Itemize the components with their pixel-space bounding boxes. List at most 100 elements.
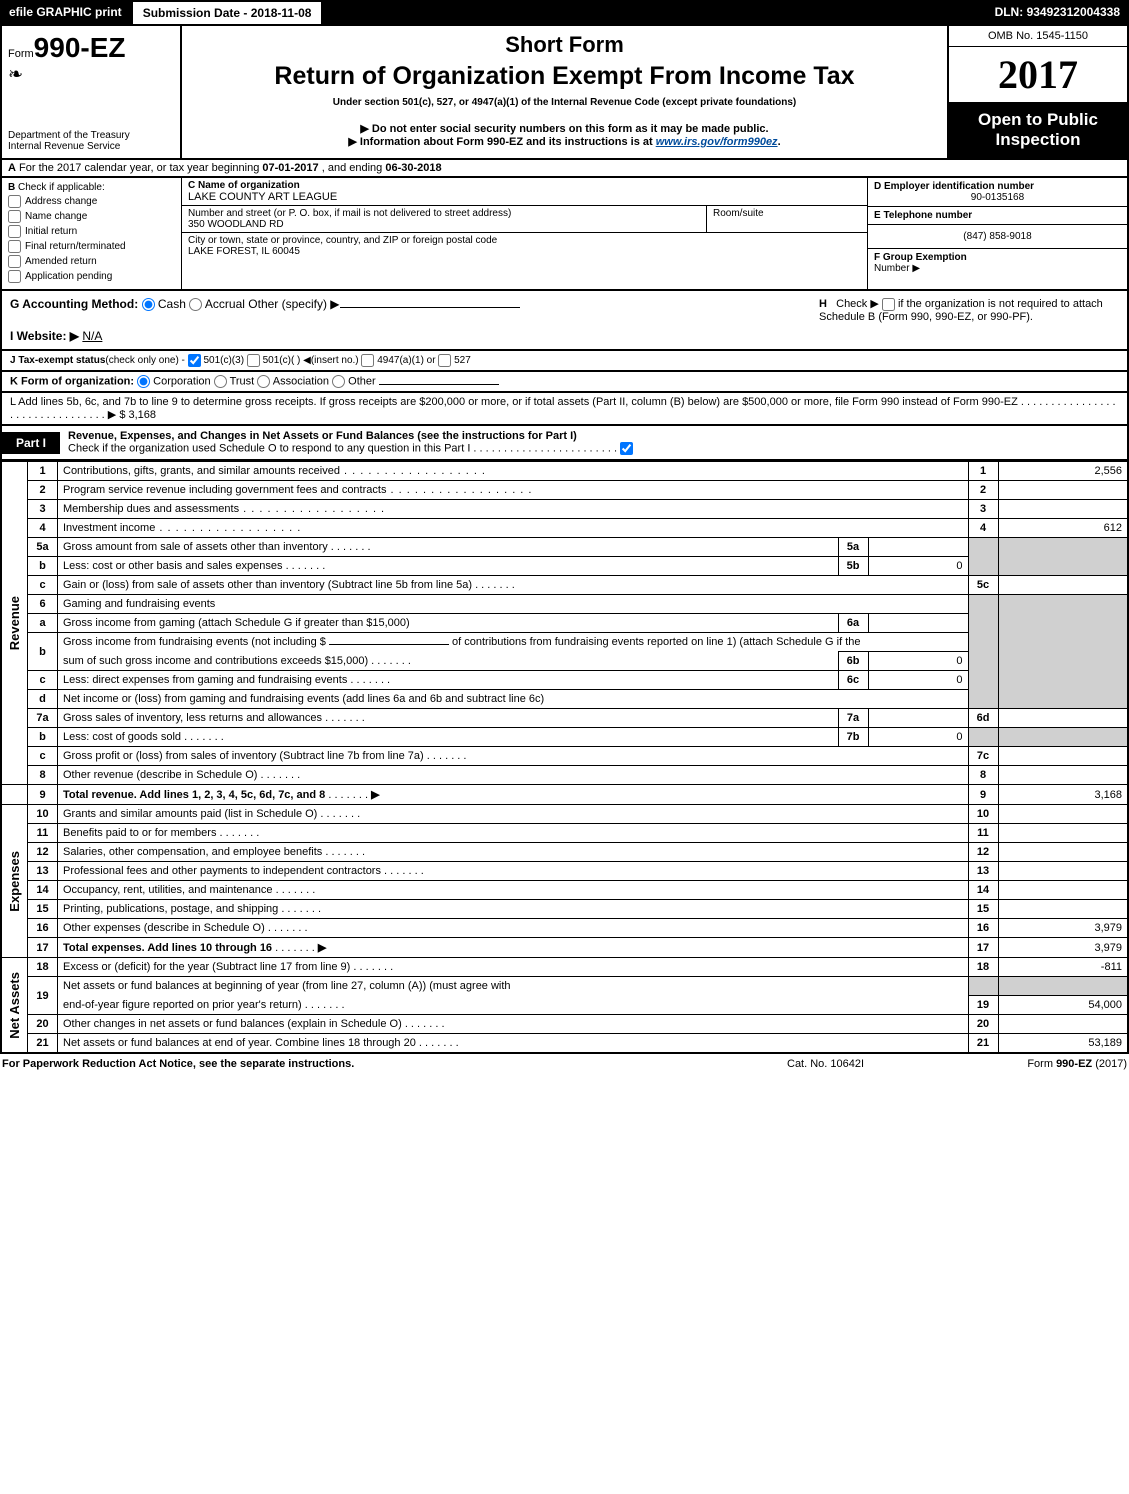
l14-desc: Occupancy, rent, utilities, and maintena… (58, 881, 969, 900)
l16-amt: 3,979 (998, 919, 1128, 938)
line-g: G Accounting Method: Cash Accrual Other … (10, 297, 819, 343)
l5c-amt (998, 576, 1128, 595)
l7a-sub: 7a (838, 709, 868, 728)
l7ab-shade-amt (998, 728, 1128, 747)
side-rev-bottom (1, 785, 28, 805)
side-net: Net Assets (1, 958, 28, 1053)
l6c-sub: 6c (838, 671, 868, 690)
l8-desc: Other revenue (describe in Schedule O) (58, 766, 969, 785)
ein-value: 90-0135168 (874, 192, 1121, 203)
l16-ln: 16 (968, 919, 998, 938)
website-value: N/A (82, 329, 102, 343)
short-form-title: Short Form (192, 32, 937, 58)
l6-shade (968, 595, 998, 709)
l6a-sv (868, 614, 968, 633)
l12-amt (998, 843, 1128, 862)
l17-num: 17 (28, 938, 58, 958)
form-info-link[interactable]: www.irs.gov/form990ez (656, 136, 778, 148)
chk-address-change[interactable] (8, 195, 21, 208)
j-note: (check only one) - (105, 355, 184, 366)
l6b-blank[interactable] (329, 644, 449, 645)
taxyear-mid: , and ending (322, 162, 386, 174)
l13-num: 13 (28, 862, 58, 881)
identity-section: B Check if applicable: Address change Na… (0, 178, 1129, 291)
l6-shade-amt (998, 595, 1128, 709)
l6b-num: b (28, 633, 58, 671)
line-a: A For the 2017 calendar year, or tax yea… (0, 160, 1129, 178)
l19-amt: 54,000 (998, 995, 1128, 1014)
line-l: L Add lines 5b, 6c, and 7b to line 9 to … (0, 393, 1129, 426)
l13-ln: 13 (968, 862, 998, 881)
street-label: Number and street (or P. O. box, if mail… (188, 208, 700, 219)
l-amount: $ 3,168 (119, 409, 156, 421)
open-line2: Inspection (953, 130, 1123, 150)
l8-amt (998, 766, 1128, 785)
lbl-cash: Cash (158, 297, 186, 311)
radio-assoc[interactable] (257, 375, 270, 388)
l9-amt: 3,168 (998, 785, 1128, 805)
dln-label: DLN: (995, 5, 1027, 19)
l6c-num: c (28, 671, 58, 690)
l6d-amt (998, 709, 1128, 728)
radio-accrual[interactable] (189, 298, 202, 311)
box-f-label2: Number ▶ (874, 263, 920, 274)
chk-schedule-o[interactable] (620, 442, 633, 455)
footer-cat: Cat. No. 10642I (787, 1058, 967, 1070)
radio-trust[interactable] (214, 375, 227, 388)
l9-ln: 9 (968, 785, 998, 805)
l6a-num: a (28, 614, 58, 633)
l11-desc: Benefits paid to or for members (58, 824, 969, 843)
l10-amt (998, 805, 1128, 824)
radio-corp[interactable] (137, 375, 150, 388)
l6b-sub: 6b (838, 652, 868, 671)
chk-amended[interactable] (8, 255, 21, 268)
open-to-public: Open to Public Inspection (949, 102, 1127, 158)
footer-left: For Paperwork Reduction Act Notice, see … (2, 1058, 787, 1070)
lbl-4947: 4947(a)(1) or (377, 355, 435, 366)
room-label: Room/suite (713, 208, 861, 219)
l7c-num: c (28, 747, 58, 766)
chk-schedule-b[interactable] (882, 298, 895, 311)
dln-value: 93492312004338 (1027, 5, 1120, 19)
l21-desc: Net assets or fund balances at end of ye… (58, 1033, 969, 1053)
chk-501c3[interactable] (188, 354, 201, 367)
l5b-sv: 0 (868, 557, 968, 576)
chk-final-return[interactable] (8, 240, 21, 253)
other-org-input[interactable] (379, 384, 499, 385)
lbl-amended: Amended return (25, 256, 97, 267)
form-header: Form990-EZ ❧ Department of the Treasury … (0, 26, 1129, 160)
chk-527[interactable] (438, 354, 451, 367)
l5a-num: 5a (28, 538, 58, 557)
l6d-desc: Net income or (loss) from gaming and fun… (58, 690, 969, 709)
radio-cash[interactable] (142, 298, 155, 311)
form-number: Form990-EZ (8, 32, 174, 64)
chk-initial-return[interactable] (8, 225, 21, 238)
chk-501c[interactable] (247, 354, 260, 367)
top-bar: efile GRAPHIC print Submission Date - 20… (0, 0, 1129, 26)
side-revenue-label: Revenue (7, 596, 22, 650)
side-net-label: Net Assets (7, 972, 22, 1039)
part1-title: Revenue, Expenses, and Changes in Net As… (68, 430, 577, 442)
chk-name-change[interactable] (8, 210, 21, 223)
submission-date-label: Submission Date - (143, 6, 251, 20)
l8-num: 8 (28, 766, 58, 785)
l4-amt: 612 (998, 519, 1128, 538)
l18-num: 18 (28, 958, 58, 977)
lbl-501c: 501(c)( ) ◀(insert no.) (263, 355, 359, 366)
tax-year: 2017 (949, 47, 1127, 102)
l7b-sv: 0 (868, 728, 968, 747)
l21-ln: 21 (968, 1033, 998, 1053)
chk-app-pending[interactable] (8, 270, 21, 283)
l6d-ln: 6d (968, 709, 998, 728)
l18-ln: 18 (968, 958, 998, 977)
l6a-desc: Gross income from gaming (attach Schedul… (58, 614, 839, 633)
taxyear-pre: For the 2017 calendar year, or tax year … (19, 162, 262, 174)
l11-amt (998, 824, 1128, 843)
l10-desc: Grants and similar amounts paid (list in… (58, 805, 969, 824)
org-name: LAKE COUNTY ART LEAGUE (188, 191, 861, 203)
chk-4947[interactable] (361, 354, 374, 367)
street-value: 350 WOODLAND RD (188, 219, 700, 230)
l5a-desc: Gross amount from sale of assets other t… (58, 538, 839, 557)
radio-other-org[interactable] (332, 375, 345, 388)
other-specify-input[interactable] (340, 307, 520, 308)
